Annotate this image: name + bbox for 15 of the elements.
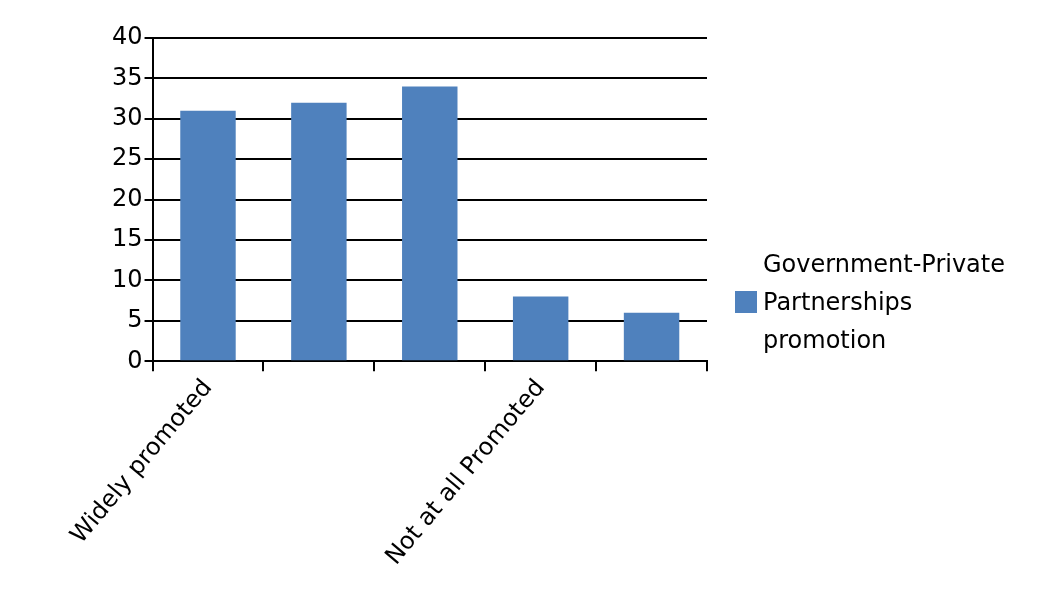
bar	[402, 86, 458, 361]
legend-label: Government-Private Partnerships promotion	[763, 249, 1006, 356]
y-tick-label: 25	[111, 143, 143, 172]
y-tick-label: 40	[111, 22, 143, 51]
y-tick-label: 35	[111, 62, 143, 91]
bar	[180, 110, 236, 361]
bar	[512, 296, 569, 361]
y-tick-label: 15	[111, 224, 143, 253]
bar	[291, 102, 347, 361]
bar	[623, 312, 680, 361]
y-tick-label: 5	[127, 305, 143, 334]
y-tick-label: 0	[127, 345, 143, 374]
y-tick-label: 30	[111, 103, 143, 132]
y-tick-label: 20	[111, 183, 143, 212]
y-tick-label: 10	[111, 264, 143, 293]
